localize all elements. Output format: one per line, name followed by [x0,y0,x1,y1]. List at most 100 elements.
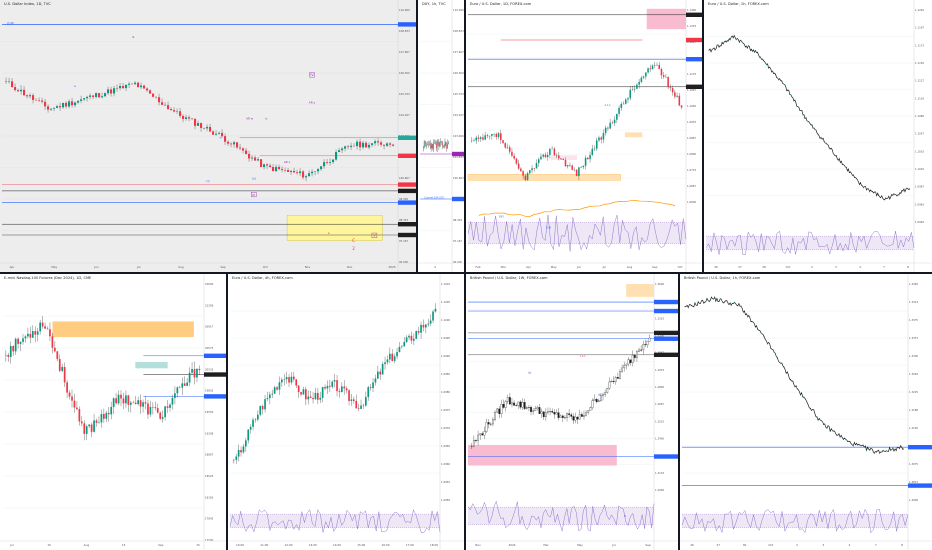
candle [425,142,427,144]
chart-pane-gbpusd-hourly[interactable]: 1.30001.30371.30751.31131.31501.31881.32… [680,274,932,550]
candle [640,77,643,82]
pane-divider-horizontal[interactable] [0,272,932,274]
candle [302,389,305,395]
candle [164,406,166,418]
candle [245,150,248,154]
time-tick-label: Jul [602,265,607,269]
price-bar [846,439,847,441]
candle [170,109,173,111]
candle [357,408,360,409]
candle [575,169,578,176]
candle [517,401,520,406]
candle [436,143,437,148]
pane-divider-vertical[interactable] [678,274,680,550]
candle [386,143,389,146]
candle [179,111,182,116]
price-tag [654,308,678,314]
supply-zone [646,8,686,30]
price-tick-label: 1.2933 [655,368,664,372]
candle [152,93,155,97]
pane-divider-vertical[interactable] [464,274,466,550]
candle [46,328,49,330]
chart-pane-eurusd-daily[interactable]: 1.0600 1.0667 1.0733 1.0800 1.0867 1.0933 1.10… [466,0,702,272]
price-tag [398,188,416,194]
chart-pane-nasdaq-daily[interactable]: 17500 17842 18183 18525 18867 19208 19550 19892… [0,274,226,550]
candle [680,105,683,108]
pane-title: Euro / U.S. Dollar, 1D, FOREX.com [470,2,532,6]
candle [595,399,598,403]
candle [487,422,490,425]
chart-pane-eurusd-hourly[interactable]: 1.0940 1.0963 1.0987 1.1010 1.1033 1.1057 1.10… [704,0,932,272]
candle [56,106,59,108]
candle [513,402,515,406]
candle [161,417,164,419]
candle [247,429,250,441]
candle [441,141,442,142]
price-bar [887,197,889,199]
chart-canvas-gbpusd-hourly: 1.30001.30371.30751.31131.31501.31881.32… [680,274,932,550]
pane-divider-vertical[interactable] [702,0,704,272]
chart-pane-dxy-daily[interactable]: 96.00097.16798.33399.500100.667101.83310… [0,0,416,272]
price-bar [763,60,764,62]
candle [17,338,19,344]
candle [86,96,89,99]
candle [34,331,37,335]
chart-pane-gbpusd-weekly[interactable]: 1.20001.21331.22671.24001.25331.26671.28… [466,274,678,550]
price-bar [817,133,819,135]
candle [245,440,247,447]
price-bar [836,434,838,436]
price-bar [708,49,710,51]
price-line [708,34,911,201]
price-bar [895,449,897,452]
candle [489,423,492,425]
price-bar [845,166,846,168]
price-tick-label: 1.3600 [655,282,664,286]
candle [513,155,515,159]
price-bar [772,70,773,72]
candle [176,111,179,112]
wave-label: (a) [528,371,531,374]
price-bar [694,302,696,304]
candle [224,136,227,142]
price-tag [654,352,678,358]
candle [362,405,365,407]
price-tag [908,483,932,488]
price-bar [816,416,818,418]
candle [506,147,509,148]
candle [602,133,605,140]
pane-divider-vertical[interactable] [226,274,228,550]
candle [215,133,218,135]
candle [374,141,377,144]
time-tick-label: 7 [883,265,885,269]
price-bar [839,436,841,438]
candle [158,97,161,103]
pane-divider-vertical[interactable] [464,0,466,272]
price-tick-label: 20233 [205,367,214,371]
candle [263,164,266,168]
candle [9,346,12,357]
candle [146,88,149,91]
candle [329,162,332,163]
chart-pane-eurusd-4h[interactable]: 1.0950 1.0955 1.0960 1.0965 1.0970 1.0975 1.09… [228,274,464,550]
price-tick-label: 100.667 [453,176,464,180]
candle [584,157,587,166]
chart-pane-dxy-hourly[interactable]: 96.00097.16798.33399.500100.667101.83310… [418,0,464,272]
price-tag [452,151,464,157]
price-tick-label: 1.1150 [915,61,924,65]
candle [257,159,260,161]
time-tick-label: Aug [178,265,184,269]
candle [377,371,379,379]
candle [353,399,355,401]
candle [191,118,194,120]
price-bar [717,300,719,302]
price-bar [760,56,761,58]
pane-divider-vertical[interactable] [416,0,418,272]
price-tick-label: 100.667 [399,176,410,180]
price-tick-label: 1.0980 [441,390,450,394]
candle [371,143,374,145]
candle [644,344,647,346]
candle [648,337,651,342]
candle [622,103,625,105]
candle [5,81,8,82]
chart-canvas-eurusd-4h: 1.0950 1.0955 1.0960 1.0965 1.0970 1.0975 1.09… [228,274,464,550]
